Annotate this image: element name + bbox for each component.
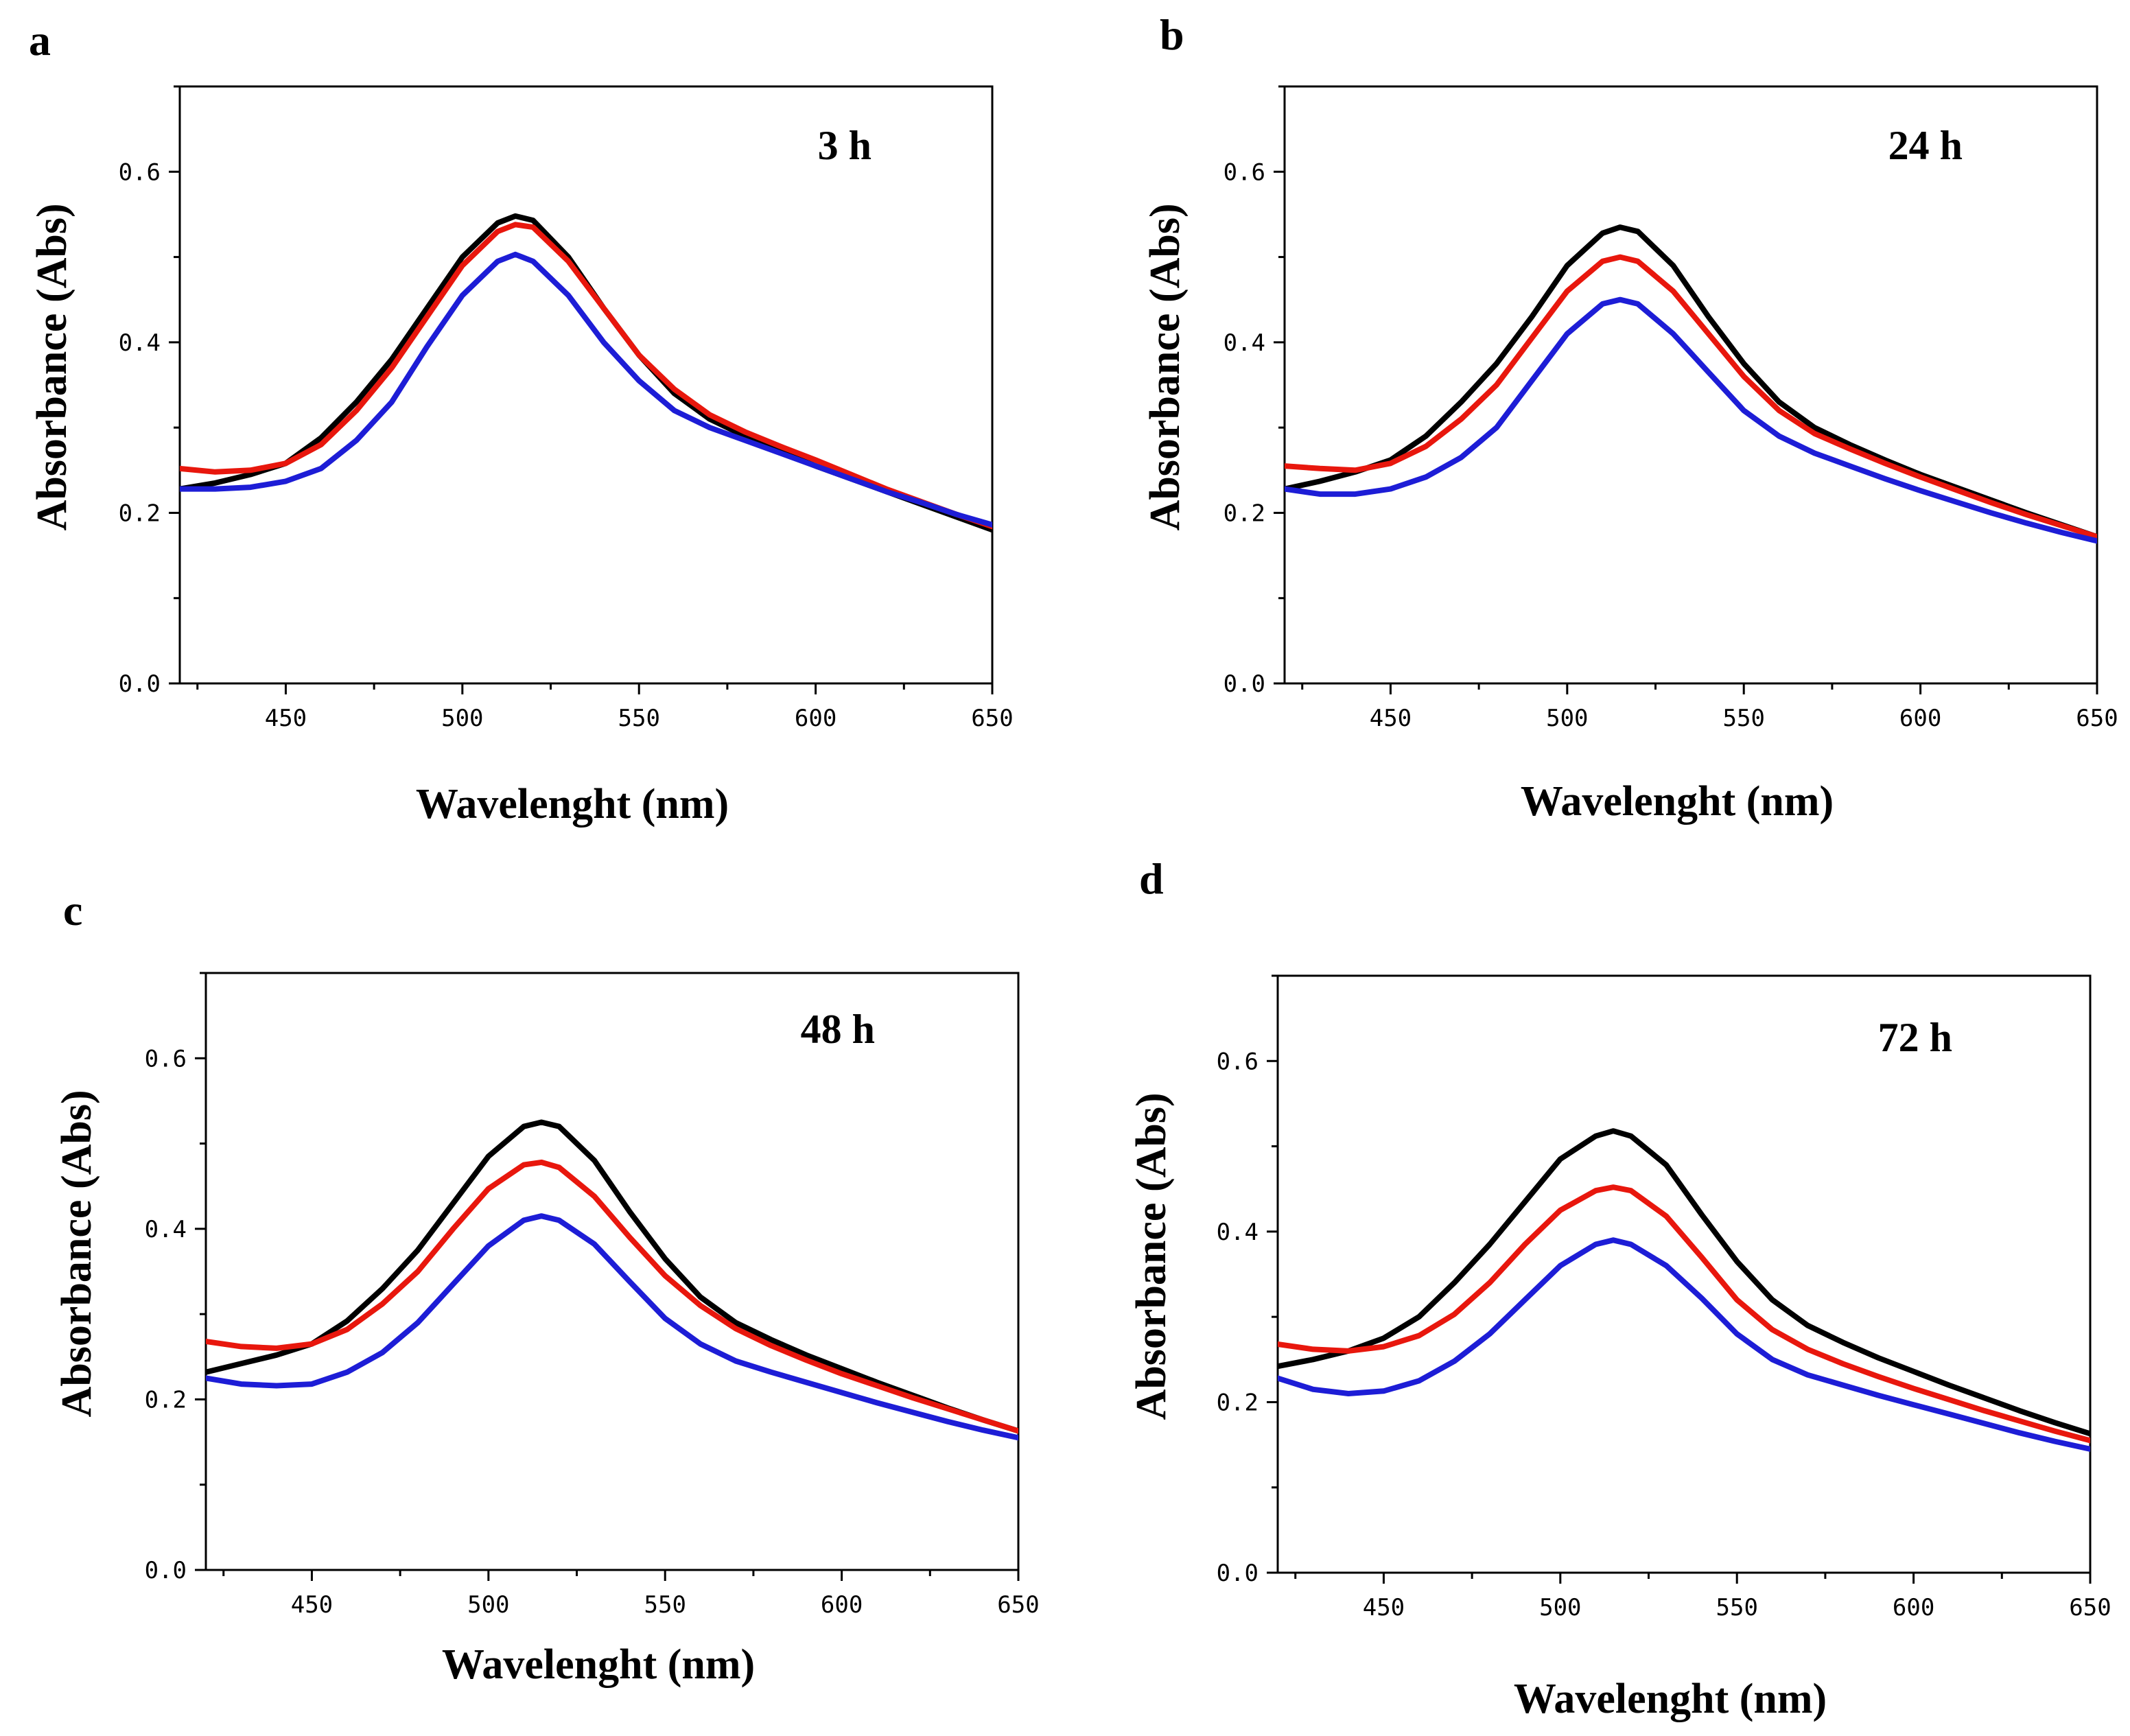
x-tick-label: 500	[467, 1591, 509, 1619]
plot-frame	[178, 85, 994, 685]
y-tick-label: 0.4	[119, 329, 161, 357]
panel-letter: a	[29, 16, 51, 64]
x-tick-label: 650	[2069, 1594, 2111, 1621]
series-line-red	[1285, 254, 2097, 540]
y-axis-title: Absorbance (Abs)	[54, 1090, 100, 1417]
x-tick-label: 450	[265, 705, 307, 732]
x-tick-label: 550	[1723, 705, 1765, 732]
series-line-black	[1278, 1128, 2090, 1437]
x-tick-label: 500	[1546, 705, 1588, 732]
x-tick-label: 550	[644, 1591, 686, 1619]
x-axis-title: Wavelenght (nm)	[1514, 1676, 1827, 1722]
panel-letter: c	[63, 886, 82, 935]
x-tick-label: 450	[1370, 705, 1412, 732]
y-tick-label: 0.6	[1224, 159, 1265, 186]
series-line-blue	[180, 251, 992, 528]
y-tick-label: 0.0	[1217, 1560, 1259, 1587]
x-axis-title: Wavelenght (nm)	[416, 781, 729, 828]
plot-frame	[1283, 85, 2098, 685]
time-annotation: 72 h	[1878, 1015, 1952, 1060]
panel-c: 450 500 550 600 650 0.0 0.2 0.4 0.6 c 48 h Waveleng…	[54, 886, 1039, 1688]
plot-frame	[1276, 974, 2092, 1574]
x-tick-label: 450	[291, 1591, 333, 1619]
y-tick-label: 0.0	[119, 670, 161, 698]
y-tick-label: 0.2	[1217, 1389, 1259, 1416]
y-tick-label: 0.6	[119, 159, 161, 186]
x-tick-label: 550	[1716, 1594, 1758, 1621]
plot-frame	[204, 972, 1020, 1571]
x-tick-label: 600	[795, 705, 836, 732]
x-tick-label: 600	[1893, 1594, 1934, 1621]
series-line-black	[1285, 224, 2097, 540]
y-tick-label: 0.4	[145, 1216, 187, 1243]
y-axis-title: Absorbance (Abs)	[1128, 1092, 1175, 1420]
x-tick-label: 650	[2076, 705, 2118, 732]
series-line-black	[206, 1119, 1018, 1434]
series-line-blue	[1285, 296, 2097, 544]
y-axis-title: Absorbance (Abs)	[1142, 203, 1189, 530]
panel-letter: d	[1139, 854, 1164, 903]
y-axis-title: Absorbance (Abs)	[29, 203, 75, 530]
panel-d: 450 500 550 600 650 0.0 0.2 0.4 0.6 d 72 h Waveleng…	[1128, 854, 2111, 1722]
y-tick-label: 0.4	[1224, 329, 1265, 357]
panel-b: 450 500 550 600 650 0.0 0.2 0.4 0.6 b 24 h Waveleng…	[1142, 10, 2118, 825]
x-tick-label: 500	[441, 705, 483, 732]
y-tick-label: 0.6	[1217, 1048, 1259, 1075]
y-tick-label: 0.2	[145, 1386, 187, 1414]
series-line-blue	[206, 1213, 1018, 1441]
x-tick-label: 550	[618, 705, 660, 732]
time-annotation: 3 h	[818, 123, 871, 168]
x-axis-title: Wavelenght (nm)	[1521, 778, 1834, 825]
y-tick-label: 0.2	[1224, 500, 1265, 527]
x-tick-label: 450	[1363, 1594, 1405, 1621]
x-axis-title: Wavelenght (nm)	[442, 1641, 755, 1688]
series-line-red	[1278, 1184, 2090, 1444]
x-tick-label: 650	[997, 1591, 1039, 1619]
y-tick-label: 0.0	[145, 1557, 187, 1584]
series-line-red	[206, 1159, 1018, 1434]
y-tick-label: 0.4	[1217, 1219, 1259, 1246]
time-annotation: 48 h	[801, 1007, 875, 1052]
x-tick-label: 650	[971, 705, 1013, 732]
x-tick-label: 600	[821, 1591, 863, 1619]
y-tick-label: 0.6	[145, 1045, 187, 1072]
y-tick-label: 0.0	[1224, 670, 1265, 698]
series-line-blue	[1278, 1237, 2090, 1452]
x-tick-label: 600	[1899, 705, 1941, 732]
y-tick-label: 0.2	[119, 500, 161, 527]
panel-letter: b	[1160, 10, 1184, 59]
x-tick-label: 500	[1539, 1594, 1581, 1621]
panel-a: 450 500 550 600 650 0.0 0.2 0.4 0.6 a 3 h Wavelengh…	[29, 16, 1014, 828]
time-annotation: 24 h	[1888, 123, 1963, 168]
series-line-red	[180, 222, 992, 530]
